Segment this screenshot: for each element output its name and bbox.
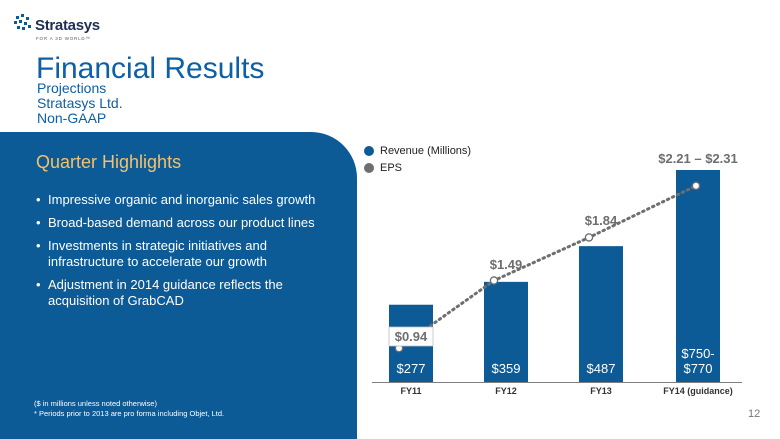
chart-legend: Revenue (Millions) EPS: [364, 142, 471, 176]
logo-mark-icon: [14, 14, 31, 30]
revenue-data-label-line: $487: [587, 361, 616, 376]
revenue-data-label-line: $750-: [681, 346, 714, 361]
legend-swatch-eps: [364, 162, 374, 173]
legend-item-revenue: Revenue (Millions): [364, 142, 471, 159]
revenue-data-label-line: $770: [684, 361, 713, 376]
logo-name: Stratasys: [35, 17, 100, 34]
eps-point: [489, 276, 499, 285]
revenue-bar: [484, 281, 528, 382]
x-tick-label: FY11: [400, 386, 421, 396]
legend-label-revenue: Revenue (Millions): [380, 144, 472, 157]
highlight-bullet: Investments in strategic initiatives and…: [36, 238, 336, 270]
legend-swatch-revenue: [364, 145, 374, 156]
subtitle-line: Projections: [37, 80, 107, 96]
x-tick-label: FY12: [495, 386, 517, 396]
highlights-list: Impressive organic and inorganic sales g…: [36, 192, 336, 316]
page-number: 12: [748, 408, 761, 420]
revenue-bar: [676, 170, 720, 382]
subtitle-line: Non-GAAP: [37, 110, 107, 126]
revenue-bar: [579, 246, 623, 382]
revenue-data-label: $359: [492, 361, 521, 376]
highlights-title: Quarter Highlights: [36, 152, 182, 172]
x-tick-label: FY13: [590, 386, 612, 396]
revenue-data-label-line: $359: [492, 361, 521, 376]
eps-point: [691, 181, 701, 191]
revenue-data-label: $277: [397, 361, 426, 376]
page-subtitle: Projections Stratasys Ltd. Non-GAAP: [37, 81, 123, 126]
revenue-data-label-line: $277: [397, 361, 426, 376]
revenue-data-label: $750-$770: [681, 346, 714, 376]
revenue-data-label: $487: [587, 361, 616, 376]
highlight-bullet: Impressive organic and inorganic sales g…: [36, 192, 336, 208]
eps-data-label: $1.84: [585, 213, 618, 228]
legend-label-eps: EPS: [380, 161, 403, 174]
footnote: * Periods prior to 2013 are pro forma in…: [34, 409, 225, 418]
eps-label-box: [388, 326, 434, 347]
eps-data-label: $0.94: [395, 329, 428, 344]
legend-item-eps: EPS: [364, 159, 471, 176]
eps-point: [584, 233, 594, 242]
eps-data-label: $2.21 – $2.31: [658, 151, 738, 166]
subtitle-line: Stratasys Ltd.: [37, 95, 123, 111]
eps-data-label: $1.49: [490, 257, 523, 272]
company-logo: Stratasys FOR A 3D WORLD™: [14, 12, 114, 42]
footnote: ($ in millions unless noted otherwise): [34, 399, 157, 408]
highlight-bullet: Broad-based demand across our product li…: [36, 215, 336, 231]
highlight-bullet: Adjustment in 2014 guidance reflects the…: [36, 277, 336, 309]
page-title: Financial Results: [36, 52, 265, 85]
footnotes: ($ in millions unless noted otherwise) *…: [34, 399, 224, 419]
x-tick-label: FY14 (guidance): [663, 386, 733, 396]
logo-tagline: FOR A 3D WORLD™: [36, 36, 91, 41]
eps-line: [397, 184, 698, 350]
